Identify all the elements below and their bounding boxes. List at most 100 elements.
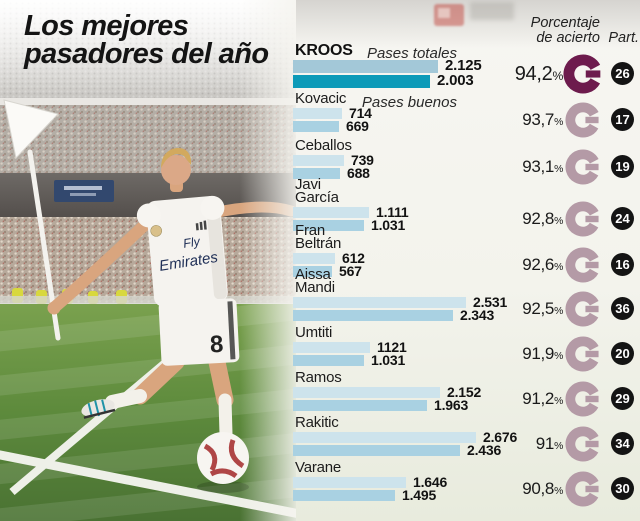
player-name-label: Umtiti bbox=[295, 324, 333, 341]
bar-total-passes bbox=[293, 108, 342, 119]
bar-value-good: 688 bbox=[347, 165, 370, 181]
player-shorts: 8 bbox=[158, 298, 240, 366]
club-crest-icon bbox=[150, 225, 162, 237]
page-title: Los mejores pasadores del año bbox=[24, 10, 269, 70]
bar-good-passes bbox=[293, 490, 395, 501]
player-name-label: KROOS bbox=[295, 42, 353, 59]
player-left-arm bbox=[50, 214, 156, 312]
bar-good-passes bbox=[293, 220, 364, 231]
player-photo: Fly Emirates 8 bbox=[0, 0, 361, 521]
bar-value-total: 739 bbox=[351, 152, 374, 168]
page-title-line1: Los mejores bbox=[24, 10, 189, 42]
accuracy-donut-icon bbox=[565, 201, 601, 242]
stadium-gray-sign bbox=[470, 2, 514, 20]
legend-total-passes: Pases totales bbox=[366, 45, 457, 62]
bar-value-total: 612 bbox=[342, 250, 365, 266]
bar-value-good: 669 bbox=[346, 118, 369, 134]
participation-badge: 36 bbox=[611, 297, 634, 320]
participation-badge: 29 bbox=[611, 387, 634, 410]
participation-badge: 17 bbox=[611, 108, 634, 131]
bar-value-good: 1.031 bbox=[371, 217, 406, 233]
bar-value-total: 1.111 bbox=[376, 204, 409, 220]
accuracy-value: 93,7% bbox=[522, 110, 563, 129]
participation-badge: 26 bbox=[611, 62, 634, 85]
player-name-label: Aissa Mandi bbox=[295, 266, 335, 296]
accuracy-value: 91,2% bbox=[522, 389, 563, 408]
accuracy-donut-icon bbox=[565, 291, 601, 332]
player-jersey: Fly Emirates bbox=[136, 195, 228, 307]
bar-value-total: 2.676 bbox=[483, 429, 518, 445]
player-figure: Fly Emirates 8 bbox=[47, 148, 297, 453]
page-title-line2: pasadores del año bbox=[24, 38, 269, 70]
bar-value-total: 714 bbox=[349, 105, 372, 121]
accuracy-donut-icon bbox=[565, 381, 601, 422]
bar-value-total: 1121 bbox=[377, 339, 407, 355]
player-hair bbox=[161, 148, 192, 168]
accuracy-donut-icon bbox=[565, 247, 601, 288]
accuracy-value: 92,6% bbox=[522, 255, 563, 274]
bar-value-good: 2.436 bbox=[467, 442, 502, 458]
bar-value-good: 2.003 bbox=[437, 72, 474, 89]
players-chart: KROOS 2.125 2.003 94,2% 26 Kovacic 714 669 93,7… bbox=[293, 0, 640, 521]
bar-good-passes bbox=[293, 266, 332, 277]
accuracy-donut-icon bbox=[565, 102, 601, 143]
accuracy-value: 92,5% bbox=[522, 299, 563, 318]
accuracy-value: 93,1% bbox=[522, 157, 563, 176]
accuracy-value: 92,8% bbox=[522, 209, 563, 228]
legend-good-passes: Pases buenos bbox=[361, 94, 457, 111]
player-left-sock bbox=[105, 389, 147, 409]
participation-badge: 24 bbox=[611, 207, 634, 230]
participation-badge: 16 bbox=[611, 253, 634, 276]
participation-badge: 20 bbox=[611, 342, 634, 365]
bar-good-passes bbox=[293, 445, 460, 456]
player-name-label: Javi García bbox=[295, 176, 339, 206]
bar-value-good: 1.031 bbox=[371, 352, 406, 368]
stadium-banner bbox=[54, 180, 114, 202]
bar-total-passes bbox=[293, 297, 466, 308]
accuracy-donut-icon bbox=[563, 54, 603, 99]
accuracy-header-line1: Porcentaje bbox=[530, 15, 600, 31]
bar-good-passes bbox=[293, 400, 427, 411]
accuracy-column-header: Porcentaje de acierto bbox=[493, 16, 600, 46]
bar-value-good: 2.343 bbox=[460, 307, 495, 323]
bar-good-passes bbox=[293, 75, 430, 88]
bar-total-passes bbox=[293, 60, 438, 73]
bar-total-passes bbox=[293, 432, 476, 443]
accuracy-donut-icon bbox=[565, 426, 601, 467]
player-right-sock bbox=[218, 393, 233, 441]
participation-badge: 19 bbox=[611, 155, 634, 178]
stadium-scene: Fly Emirates 8 bbox=[0, 0, 361, 521]
stadium-haze bbox=[296, 0, 640, 48]
accuracy-value: 91,9% bbox=[522, 344, 563, 363]
participation-badge: 34 bbox=[611, 432, 634, 455]
bar-total-passes bbox=[293, 387, 440, 398]
player-name-label: Varane bbox=[295, 459, 342, 476]
shorts-number: 8 bbox=[209, 331, 224, 359]
bar-value-good: 1.495 bbox=[402, 487, 437, 503]
player-name-label: Ramos bbox=[295, 369, 342, 386]
accuracy-donut-icon bbox=[565, 336, 601, 377]
brand-stripes-icon bbox=[195, 220, 207, 231]
accuracy-value: 90,8% bbox=[522, 479, 563, 498]
stadium-red-sign bbox=[434, 4, 464, 26]
player-left-thigh bbox=[131, 353, 185, 405]
accuracy-value: 94,2% bbox=[514, 63, 564, 85]
player-name-label: Fran Beltrán bbox=[295, 222, 342, 252]
bar-value-total: 1.646 bbox=[413, 474, 448, 490]
accuracy-donut-icon bbox=[565, 149, 601, 190]
bar-good-passes bbox=[293, 355, 364, 366]
accuracy-donut-icon bbox=[565, 471, 601, 512]
bar-total-passes bbox=[293, 207, 369, 218]
bar-good-passes bbox=[293, 310, 453, 321]
bar-value-total: 2.125 bbox=[445, 57, 482, 74]
bar-good-passes bbox=[293, 168, 340, 179]
accuracy-header-line2: de acierto bbox=[536, 30, 600, 46]
bar-total-passes bbox=[293, 342, 370, 353]
bar-value-total: 2.531 bbox=[473, 294, 508, 310]
bar-total-passes bbox=[293, 477, 406, 488]
participation-column-header: Part. bbox=[608, 30, 639, 46]
player-head bbox=[161, 155, 191, 185]
player-left-boot bbox=[81, 399, 116, 419]
jersey-sponsor-line1: Fly bbox=[182, 234, 201, 251]
